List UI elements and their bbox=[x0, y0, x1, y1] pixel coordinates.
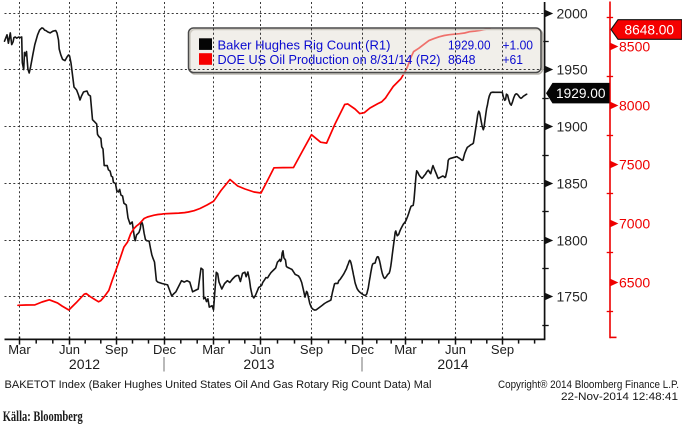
svg-text:Sep: Sep bbox=[105, 342, 128, 357]
svg-text:1900: 1900 bbox=[557, 118, 588, 134]
svg-text:Jun: Jun bbox=[250, 342, 271, 357]
svg-text:Mar: Mar bbox=[8, 342, 31, 357]
svg-text:7500: 7500 bbox=[619, 156, 650, 172]
svg-text:22-Nov-2014 12:48:41: 22-Nov-2014 12:48:41 bbox=[561, 391, 678, 403]
svg-text:1929.00: 1929.00 bbox=[448, 37, 491, 52]
svg-text:2000: 2000 bbox=[557, 5, 588, 21]
svg-text:7000: 7000 bbox=[619, 215, 650, 231]
svg-text:Dec: Dec bbox=[153, 342, 177, 357]
svg-text:2014: 2014 bbox=[437, 356, 468, 372]
svg-text:1850: 1850 bbox=[557, 175, 588, 191]
svg-text:BAKETOT Index (Baker Hughes Un: BAKETOT Index (Baker Hughes United State… bbox=[5, 379, 432, 391]
svg-text:1750: 1750 bbox=[557, 288, 588, 304]
svg-text:Baker Hughes Rig Count (R1): Baker Hughes Rig Count (R1) bbox=[218, 37, 391, 52]
svg-text:8648.00: 8648.00 bbox=[625, 21, 675, 37]
svg-text:1950: 1950 bbox=[557, 61, 588, 77]
svg-text:8648: 8648 bbox=[448, 52, 476, 67]
svg-text:Dec: Dec bbox=[351, 342, 375, 357]
svg-text:Mar: Mar bbox=[202, 342, 225, 357]
svg-text:2013: 2013 bbox=[243, 356, 274, 372]
svg-text:DOE US Oil Production on 8/31/: DOE US Oil Production on 8/31/14 (R2) bbox=[218, 52, 441, 67]
svg-text:Sep: Sep bbox=[300, 342, 323, 357]
svg-text:8000: 8000 bbox=[619, 97, 650, 113]
svg-text:+61: +61 bbox=[503, 52, 524, 67]
svg-text:8500: 8500 bbox=[619, 38, 650, 54]
svg-text:1800: 1800 bbox=[557, 232, 588, 248]
svg-text:1929.00: 1929.00 bbox=[556, 85, 606, 101]
svg-text:+1.00: +1.00 bbox=[503, 37, 534, 52]
svg-text:Källa: Bloomberg: Källa: Bloomberg bbox=[3, 408, 83, 425]
svg-text:Jun: Jun bbox=[59, 342, 80, 357]
svg-text:Jun: Jun bbox=[445, 342, 466, 357]
svg-text:Mar: Mar bbox=[394, 342, 417, 357]
svg-text:6500: 6500 bbox=[619, 274, 650, 290]
svg-text:2012: 2012 bbox=[69, 356, 100, 372]
svg-text:Sep: Sep bbox=[491, 342, 514, 357]
svg-text:Copyright® 2014 Bloomberg Fina: Copyright® 2014 Bloomberg Finance L.P. bbox=[498, 379, 679, 391]
